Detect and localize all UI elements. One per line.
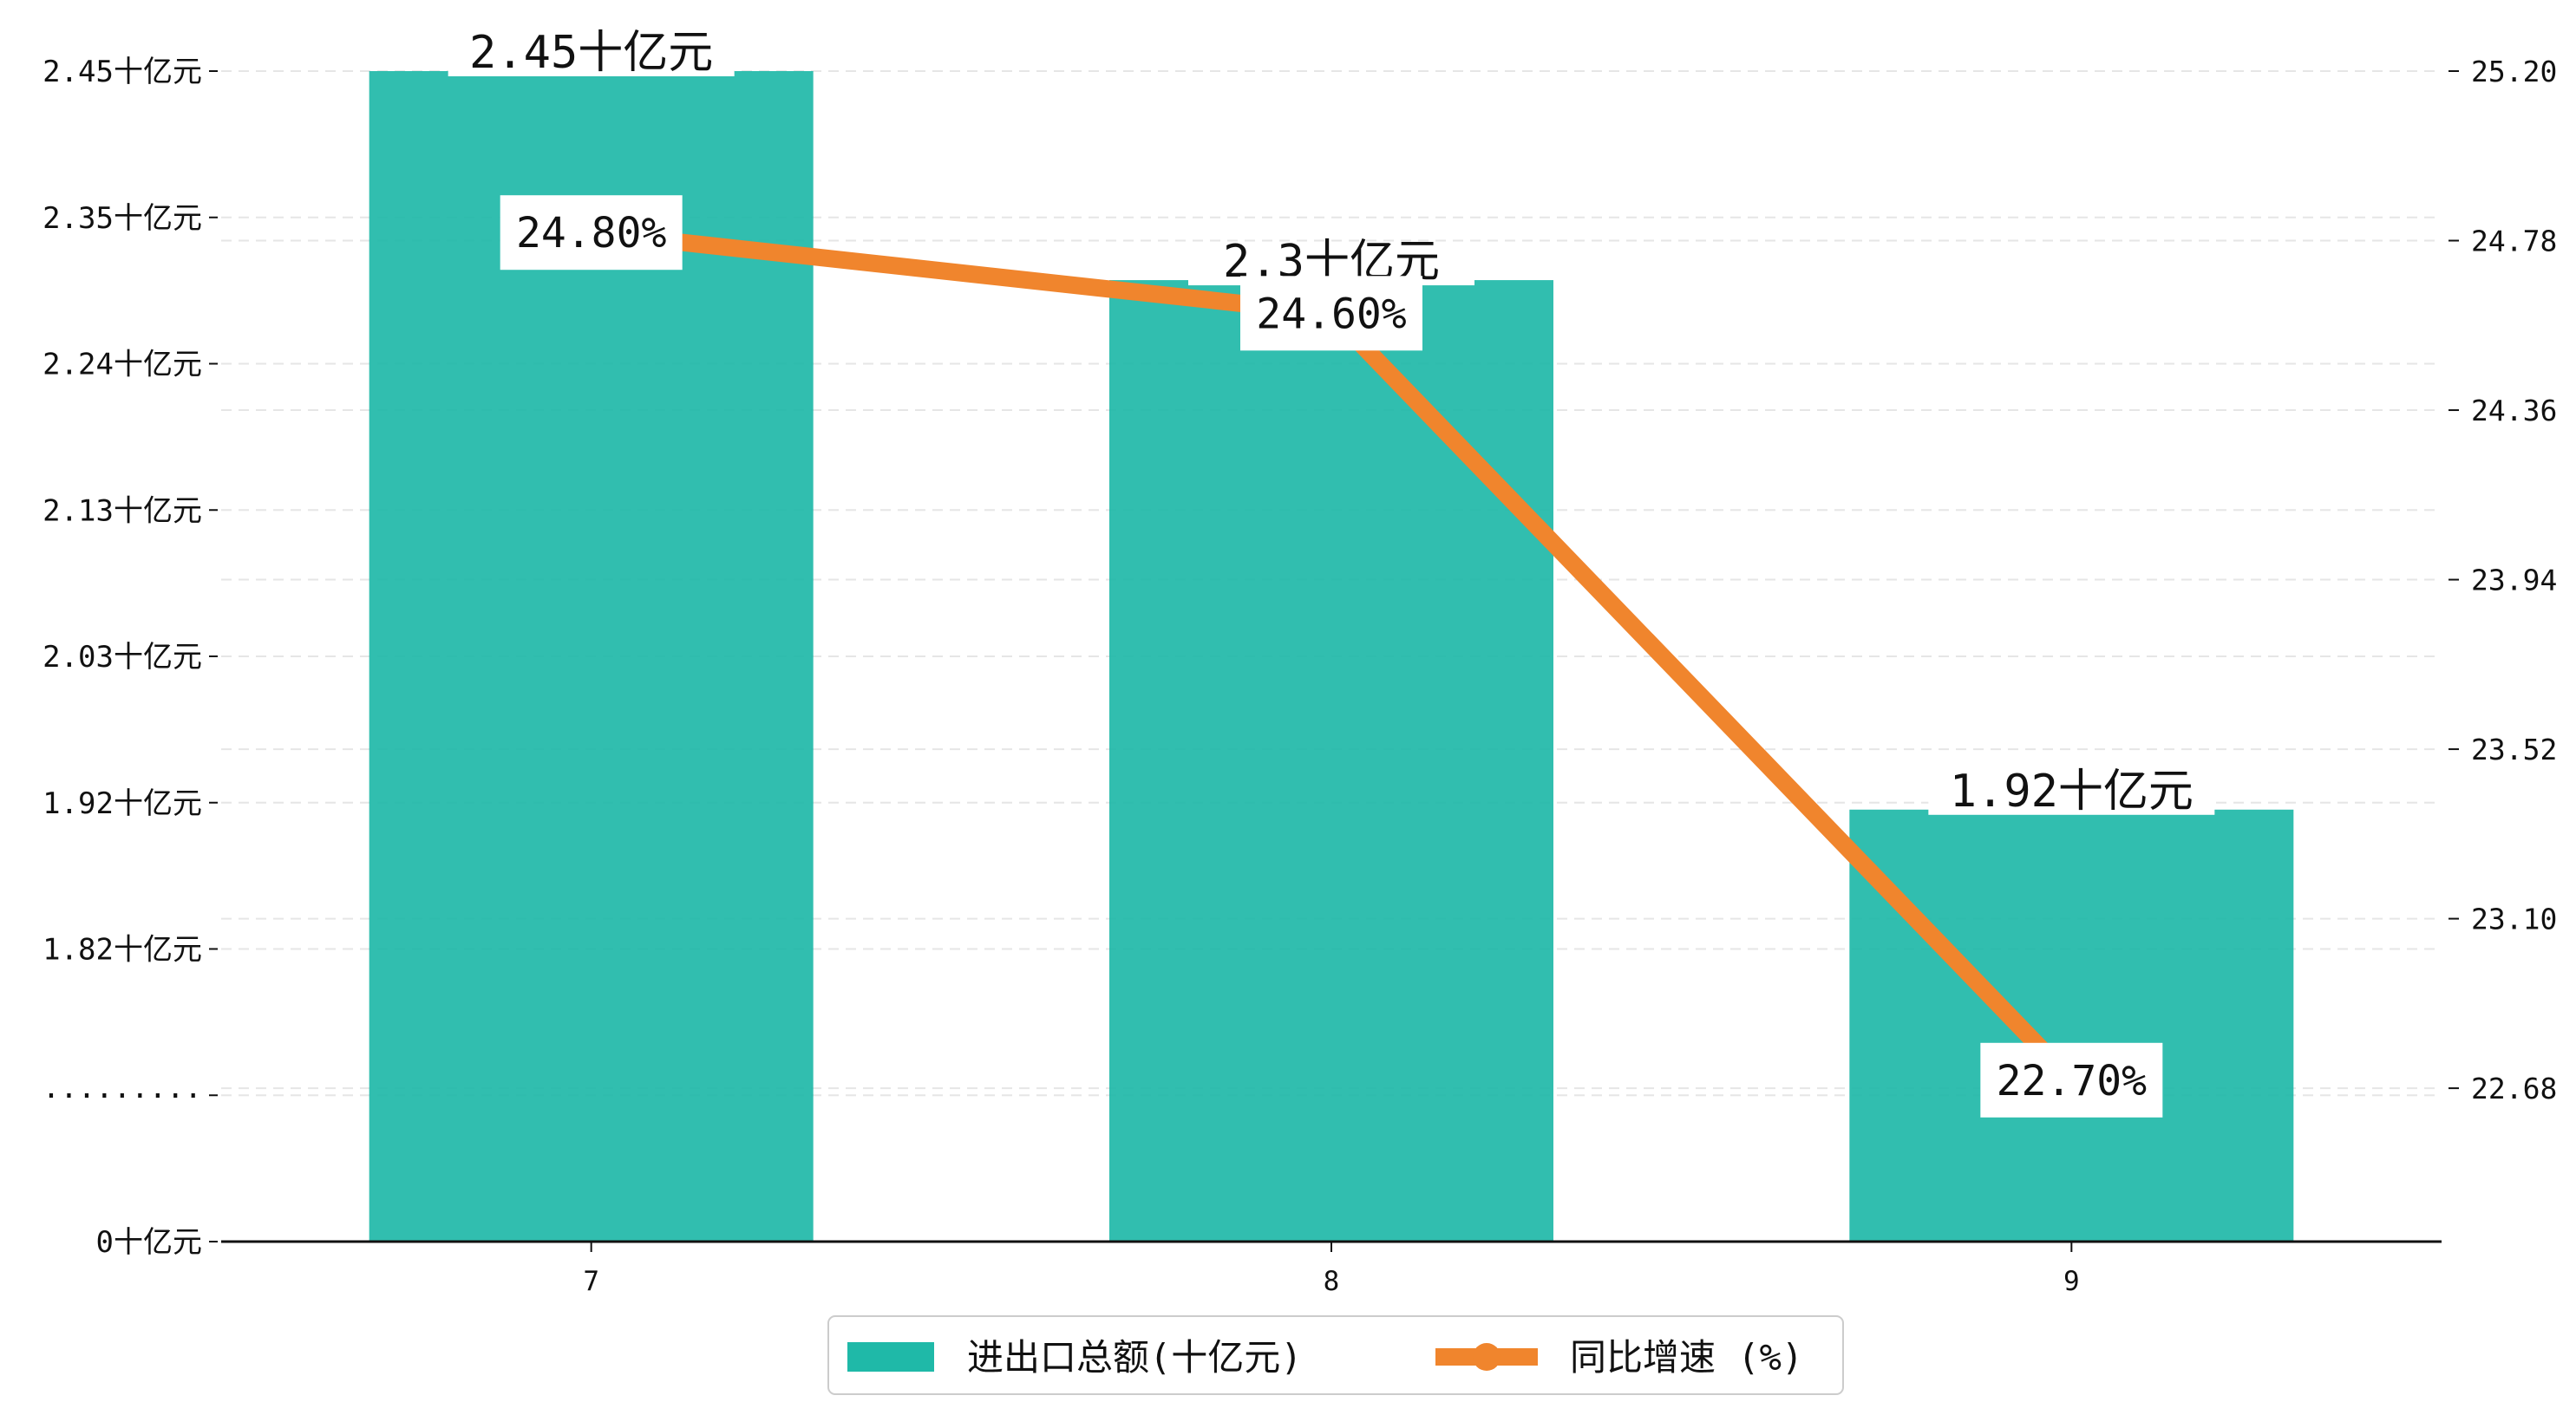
line-label-box [1980,1042,2163,1118]
line-label-box [1240,276,1422,351]
x-tick-label: 9 [2063,1266,2080,1297]
y-right-tick-label: 24.36 [2471,394,2557,427]
y-right-tick-label: 23.10 [2471,903,2557,936]
y-left-tick-label: 1.82十亿元 [42,933,202,968]
line-value-label: 24.80% [516,209,666,258]
y-right-tick-label: 25.20 [2471,55,2557,88]
x-tick-label: 8 [1324,1266,1340,1297]
bar-value-label: 1.92十亿元 [1950,766,2194,818]
y-left-tick-label: 2.24十亿元 [42,348,202,382]
y-left-tick-label: 2.03十亿元 [42,640,202,675]
y-right-tick-label: 24.78 [2471,225,2557,258]
bar-label-box [1928,771,2215,815]
y-left-tick-label: 2.13十亿元 [42,493,202,528]
y-left-tick-label: 1.92十亿元 [42,786,202,821]
legend-swatch-bar [847,1342,934,1372]
line-value-label: 22.70% [1997,1057,2147,1105]
legend: 进出口总额(十亿元) 同比增速 (%) [827,1315,1844,1395]
bar-value-label: 2.45十亿元 [469,27,713,79]
legend-box [827,1315,1844,1395]
line-label-box [500,195,683,271]
y-left-tick-label: 2.35十亿元 [42,201,202,236]
y-left-tick-label: ········· [42,1079,202,1113]
x-tick-label: 7 [583,1266,599,1297]
y-left-tick-label: 2.45十亿元 [42,55,202,89]
bar-label-box [448,33,735,76]
legend-marker-line [1473,1343,1500,1371]
y-right-tick-label: 23.94 [2471,564,2557,597]
y-right-tick-label: 23.52 [2471,733,2557,766]
axes: 7 8 9 2.45十亿元 2.35十亿元 2.24十亿元 2.13十亿元 2.03十亿元 1.… [42,55,2558,1297]
legend-label-line: 同比增速 (%) [1570,1336,1803,1379]
y-left-tick-label: 0十亿元 [96,1225,202,1260]
bar [1109,280,1553,1242]
line-value-label: 24.60% [1256,290,1406,338]
y-right-tick-label: 22.68 [2471,1072,2557,1105]
bar [1849,809,2294,1242]
legend-label-bar: 进出口总额(十亿元) [967,1336,1303,1379]
